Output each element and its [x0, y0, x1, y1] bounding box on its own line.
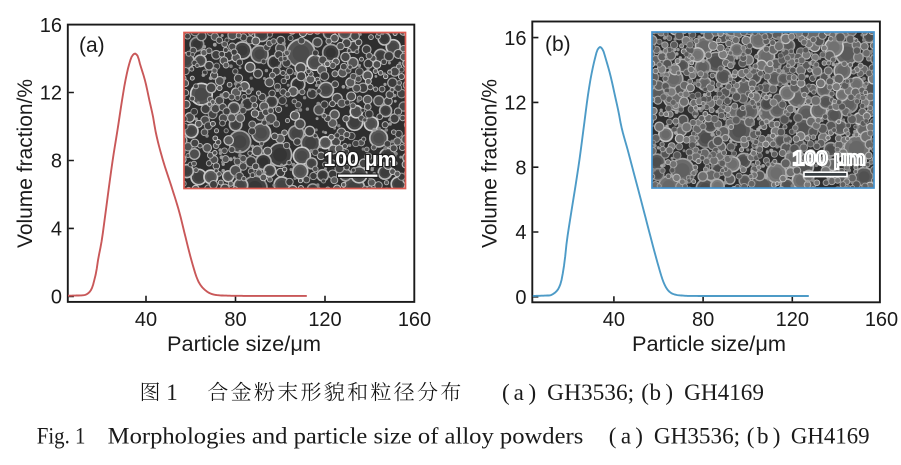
svg-text:40: 40 [603, 309, 625, 331]
svg-text:(: ( [502, 380, 510, 405]
svg-text:GH4169: GH4169 [791, 423, 870, 448]
svg-text:8: 8 [515, 157, 526, 179]
svg-text:80: 80 [692, 309, 714, 331]
svg-text:a: a [621, 423, 631, 448]
svg-text:Particle size/μm: Particle size/μm [632, 333, 786, 356]
svg-text:Fig. 1: Fig. 1 [37, 423, 86, 448]
svg-text:120: 120 [308, 309, 341, 331]
svg-text:(a): (a) [79, 34, 105, 57]
svg-text:100 μm: 100 μm [793, 148, 866, 170]
svg-text:(b): (b) [545, 33, 571, 56]
svg-text:(: ( [609, 423, 617, 448]
svg-text:a: a [514, 380, 524, 405]
svg-text:GH3536;: GH3536; [547, 380, 634, 405]
svg-text:100 μm: 100 μm [324, 149, 397, 171]
svg-text:): ) [635, 423, 643, 448]
svg-text:12: 12 [504, 93, 526, 115]
svg-text:80: 80 [224, 309, 246, 331]
svg-text:(: ( [747, 423, 755, 448]
svg-text:16: 16 [40, 15, 62, 37]
svg-text:160: 160 [398, 309, 431, 331]
svg-text:): ) [529, 380, 537, 405]
svg-text:12: 12 [40, 83, 62, 105]
svg-text:GH4169: GH4169 [684, 380, 764, 405]
svg-text:8: 8 [51, 151, 62, 173]
svg-text:4: 4 [51, 219, 62, 241]
svg-text:0: 0 [515, 287, 526, 309]
svg-text:): ) [665, 380, 673, 405]
svg-text:120: 120 [776, 309, 809, 331]
svg-text:0: 0 [51, 287, 62, 309]
svg-text:4: 4 [515, 222, 526, 244]
svg-text:Volume fraction/%: Volume fraction/% [479, 79, 502, 248]
svg-text:Volume fraction/%: Volume fraction/% [14, 79, 37, 248]
svg-text:16: 16 [504, 28, 526, 50]
svg-text:160: 160 [865, 309, 898, 331]
svg-text:b: b [757, 423, 769, 448]
svg-text:1: 1 [166, 380, 178, 405]
svg-text:Morphologies and particle size: Morphologies and particle size of alloy … [108, 423, 584, 448]
svg-text:40: 40 [135, 309, 157, 331]
svg-text:(: ( [641, 380, 649, 405]
svg-text:Particle size/μm: Particle size/μm [167, 333, 321, 356]
svg-text:b: b [649, 380, 661, 405]
svg-text:): ) [773, 423, 781, 448]
svg-text:GH3536;: GH3536; [654, 423, 740, 448]
